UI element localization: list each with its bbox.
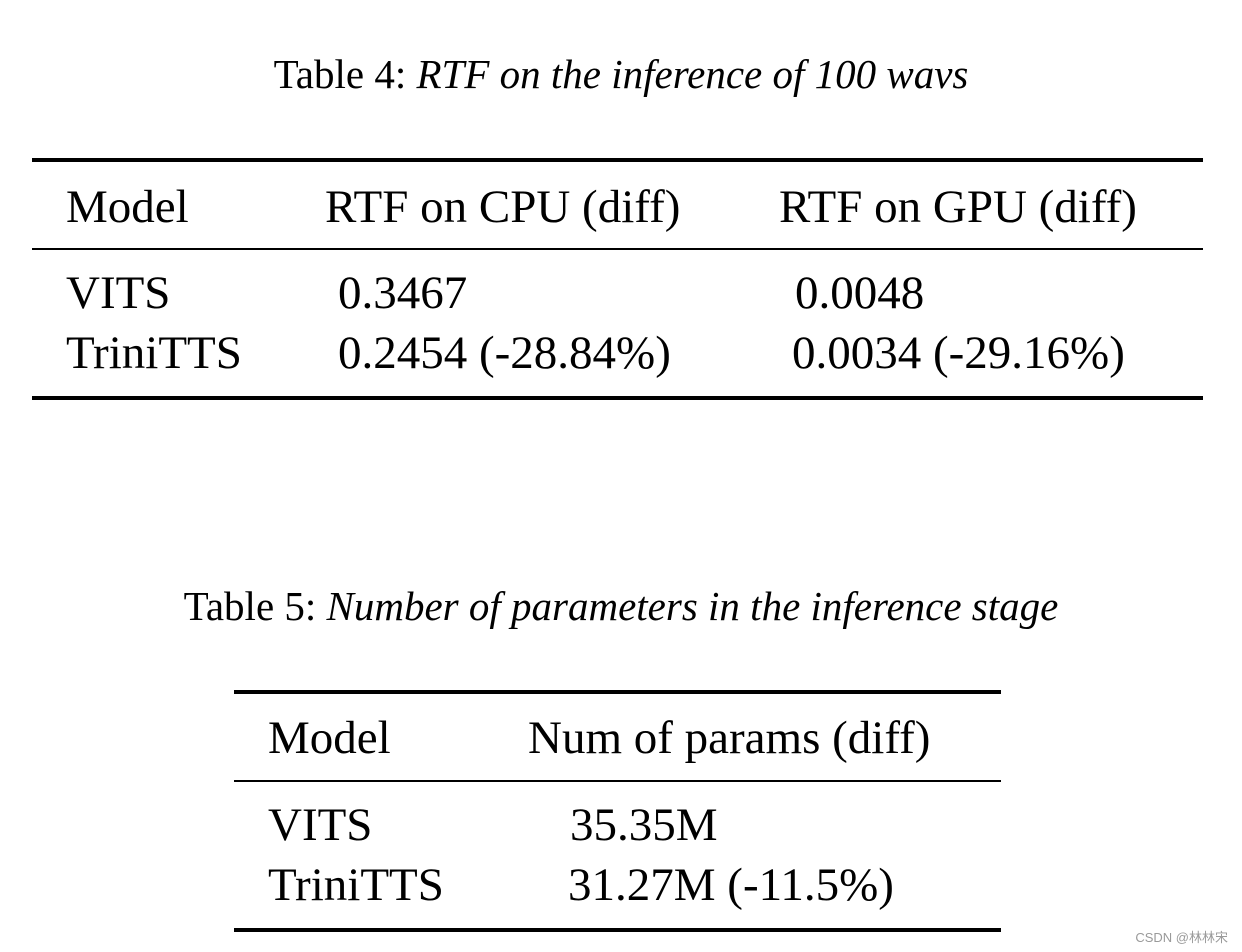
table4-row2-model: TriniTTS (66, 327, 242, 379)
table4-row1-gpu: 0.0048 (795, 267, 925, 319)
table5-caption-label: Table 5: (183, 583, 317, 629)
csdn-watermark: CSDN @林林宋 (1135, 930, 1228, 945)
table4-top-rule (32, 158, 1203, 162)
table5-bottom-rule (234, 928, 1001, 932)
table4-row1-cpu: 0.3467 (338, 267, 468, 319)
table4-caption: Table 4: RTF on the inference of 100 wav… (0, 50, 1242, 98)
table4-header-model: Model (66, 181, 189, 233)
table4-row2-cpu: 0.2454 (-28.84%) (338, 327, 671, 379)
table5-header-params: Num of params (diff) (528, 712, 931, 764)
table5-mid-rule (234, 780, 1001, 782)
table5-row2-params: 31.27M (-11.5%) (568, 859, 894, 911)
table5-row1-model: VITS (268, 799, 373, 851)
table4-header-gpu: RTF on GPU (diff) (779, 181, 1137, 233)
table5-row2-model: TriniTTS (268, 859, 444, 911)
table5-top-rule (234, 690, 1001, 694)
table4-header-cpu: RTF on CPU (diff) (325, 181, 681, 233)
table4-row1-model: VITS (66, 267, 171, 319)
table4-bottom-rule (32, 396, 1203, 400)
table4-caption-label: Table 4: (273, 51, 407, 97)
table5-caption: Table 5: Number of parameters in the inf… (0, 582, 1242, 630)
table5-row1-params: 35.35M (570, 799, 718, 851)
table5-header-model: Model (268, 712, 391, 764)
table4-row2-gpu: 0.0034 (-29.16%) (792, 327, 1125, 379)
table5-caption-text: Number of parameters in the inference st… (326, 583, 1059, 629)
table4-mid-rule (32, 248, 1203, 250)
table4-caption-text: RTF on the inference of 100 wavs (416, 51, 969, 97)
